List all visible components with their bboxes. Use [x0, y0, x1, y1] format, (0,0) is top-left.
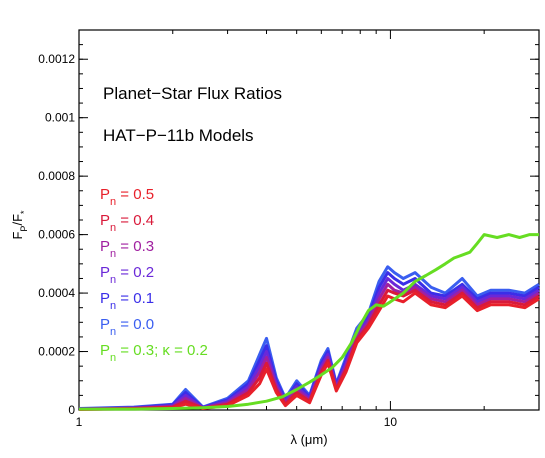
y-axis-label: FP/F*: [10, 210, 29, 240]
y-tick-label: 0.0002: [38, 345, 75, 359]
x-tick-label: 1: [76, 415, 83, 429]
x-tick-label: 10: [384, 415, 398, 429]
y-tick-label: 0.0012: [38, 52, 75, 66]
y-tick-label: 0.0008: [38, 169, 75, 183]
legend-entry: Pn = 0.2: [100, 264, 154, 286]
legend-entry: Pn = 0.1: [100, 290, 154, 312]
series-line-6: [79, 233, 539, 411]
annotation-title: Planet−Star Flux Ratios: [103, 84, 282, 103]
y-tick-label: 0.001: [45, 111, 75, 125]
series-line-0: [78, 265, 540, 410]
tick-labels: 0 0.0002 0.0004 0.0006 0.0008 0.001 0.0012 1 10: [38, 52, 397, 429]
y-tick-label: 0.0004: [38, 286, 75, 300]
legend: Pn = 0.5 Pn = 0.4 Pn = 0.3 Pn = 0.2 Pn = 0.1…: [100, 186, 208, 364]
legend-entry: Pn = 0.0: [100, 316, 154, 338]
legend-entry: Pn = 0.4: [100, 212, 154, 234]
y-tick-label: 0.0006: [38, 228, 75, 242]
series-line-5: [78, 291, 540, 411]
series-lines: [78, 233, 540, 411]
legend-entry: Pn = 0.5: [100, 186, 154, 208]
x-axis-label: λ (μm): [290, 432, 327, 447]
y-tick-label: 0: [68, 403, 75, 417]
annotation-model: HAT−P−11b Models: [103, 126, 254, 145]
legend-entry: Pn = 0.3: [100, 238, 154, 260]
legend-entry: Pn = 0.3; κ = 0.2: [100, 342, 208, 364]
